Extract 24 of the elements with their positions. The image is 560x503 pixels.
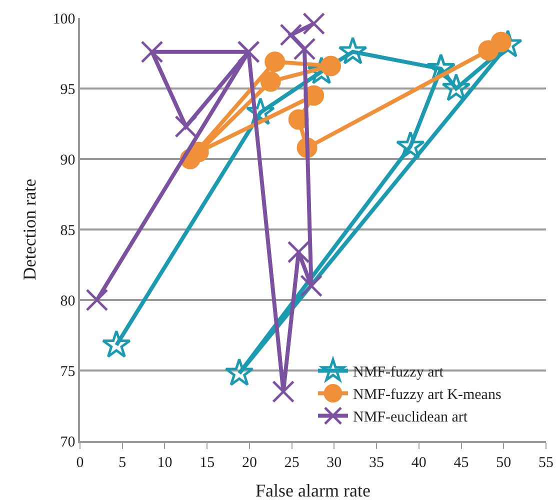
x-tick-label: 10: [157, 454, 172, 471]
y-tick-label: 75: [60, 364, 76, 380]
x-tick-label: 0: [76, 454, 84, 471]
y-tick-label: 85: [60, 222, 76, 239]
x-tick-label: 25: [284, 454, 300, 471]
y-tick-label: 90: [60, 152, 76, 168]
legend-label: NMF-fuzzy art: [353, 364, 444, 381]
x-tick-label: 30: [326, 454, 342, 471]
y-tick-label: 100: [52, 11, 76, 28]
legend-label: NMF-fuzzy art K-means: [353, 387, 502, 404]
y-tick-label: 95: [60, 82, 76, 98]
x-tick-label: 35: [369, 454, 384, 471]
legend-label: NMF-euclidean art: [353, 410, 468, 426]
x-axis-title: False alarm rate: [256, 480, 370, 500]
y-tick-label: 70: [60, 434, 76, 450]
x-tick-label: 15: [200, 454, 215, 471]
x-tick-label: 45: [454, 454, 469, 471]
x-tick-label: 40: [411, 454, 426, 471]
x-tick-label: 55: [538, 454, 554, 471]
y-tick-label: 80: [60, 293, 76, 310]
x-tick-label: 20: [242, 454, 257, 471]
y-axis-title: Detection rate: [19, 178, 40, 280]
x-tick-label: 50: [496, 454, 512, 471]
x-tick-label: 5: [118, 454, 126, 471]
